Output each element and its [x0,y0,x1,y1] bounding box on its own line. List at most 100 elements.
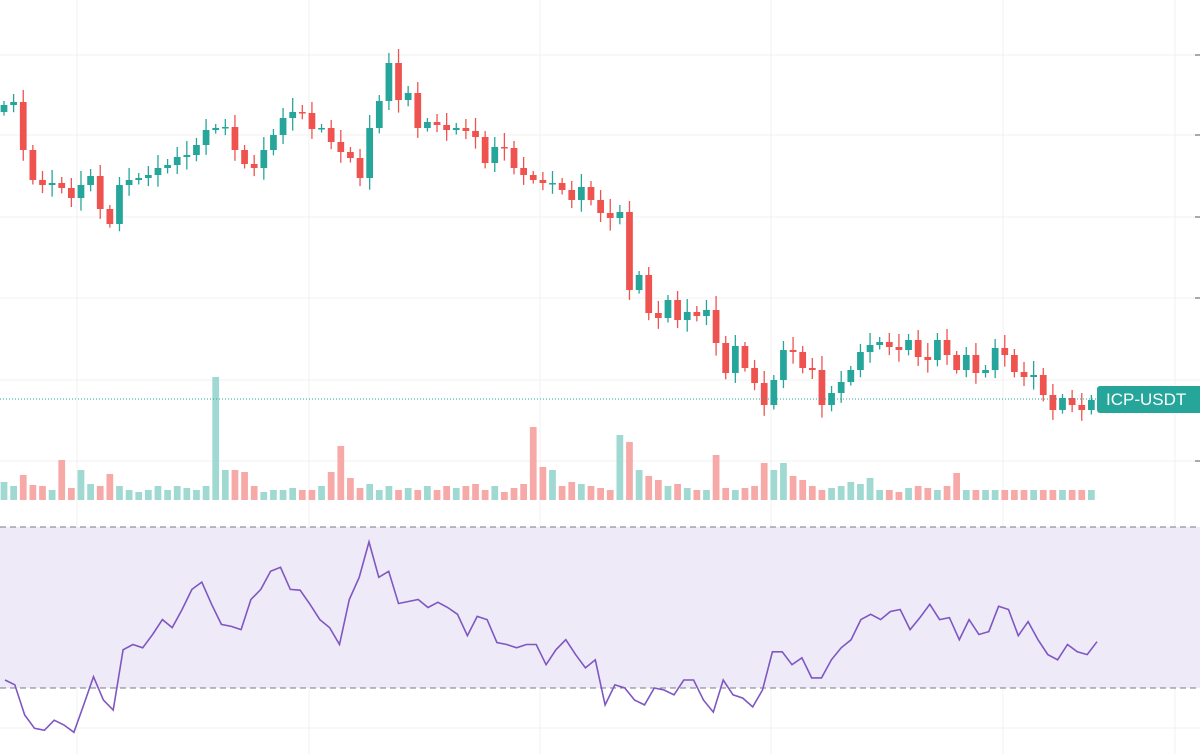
volume-bar [549,470,556,500]
volume-bar [19,475,27,500]
candle-body [982,370,989,373]
volume-bar [529,427,537,500]
candle-body [1078,405,1086,410]
candle-body [741,346,749,368]
volume-bar [606,490,614,500]
candle-body [308,113,316,129]
volume-bar [808,486,816,500]
candle-body [77,185,85,198]
candle-body [895,347,903,350]
volume-bar [578,484,585,500]
volume-bars [0,377,1095,500]
candle-body [462,128,470,131]
candle-body [731,346,739,373]
volume-bar [645,476,653,500]
candle-body [962,355,970,370]
volume-bar [433,490,441,500]
candle-body [366,128,374,178]
volume-bar [327,472,335,500]
volume-bar [125,490,133,500]
candle-body [414,93,422,128]
volume-bar [298,490,306,500]
candle-body [154,168,162,175]
volume-bar [751,486,758,500]
volume-bar [558,486,566,500]
volume-bar [48,490,56,500]
candle-body [452,128,460,130]
candle-body [818,370,826,405]
candle-body [1049,395,1057,410]
candle-body [231,127,239,150]
volume-bar [501,492,508,500]
candle-body [67,188,75,198]
volume-bar [135,492,143,500]
candle-body [241,150,248,164]
candle-body [626,212,633,290]
candle-body [404,93,412,100]
candle-body [857,352,864,370]
candle-body [202,130,210,145]
volume-bar [452,488,460,500]
candle-body [914,340,922,357]
volume-bar [395,490,402,500]
candle-body [808,368,816,370]
candle-body [135,178,143,180]
candle-body [193,145,200,155]
volume-bar [260,492,268,500]
candle-body [212,128,220,130]
candle-body [780,350,787,380]
candle-body [991,348,999,370]
volume-bar [347,478,354,500]
volume-bar [491,486,499,500]
volume-bar [991,490,999,500]
candle-body [664,300,672,318]
candle-body [356,158,364,178]
volume-bar [962,490,970,500]
volume-bar [1088,490,1095,500]
volume-bar [982,490,989,500]
volume-bar [905,488,912,500]
volume-bar [799,480,807,500]
candle-body [298,112,306,114]
candle-body [683,312,691,320]
candle-body [837,382,845,393]
volume-bar [366,484,374,500]
candle-body [1030,375,1038,377]
volume-bar [1020,490,1028,500]
candle-body [125,180,133,185]
candle-body [587,187,595,200]
volume-bar [520,484,527,500]
candle-body [260,150,268,168]
volume-bar [953,473,961,500]
volume-bar [375,490,383,500]
candle-body [318,128,325,130]
volume-bar [144,490,152,500]
candle-body [712,310,720,343]
volume-bar [1001,490,1009,500]
candle-body [491,147,499,163]
candle-body [549,183,556,185]
candle-body [106,209,114,224]
volume-bar [760,463,768,500]
volume-bar [67,488,75,500]
candle-body [760,383,768,405]
candle-body [472,131,479,137]
rsi-band [0,526,1200,689]
candle-body [597,200,604,213]
candle-body [905,340,912,350]
candle-body [866,345,874,352]
candle-body [847,370,855,382]
candlesticks [0,49,1095,421]
volume-bar [664,486,672,500]
candle-body [183,155,191,157]
candle-body [10,102,17,105]
candle-body [1039,375,1047,395]
volume-bar [289,488,297,500]
volume-bar [674,484,681,500]
candle-body [385,63,393,101]
candle-body [520,168,527,175]
volume-bar [270,490,277,500]
volume-bar [722,488,730,500]
volume-bar [587,486,595,500]
